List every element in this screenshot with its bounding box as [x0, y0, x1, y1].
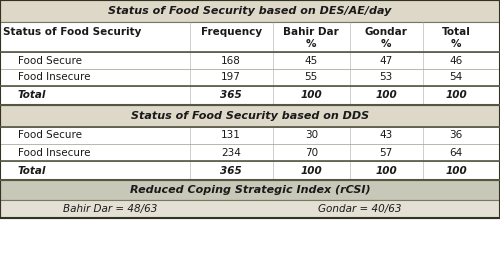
Text: 100: 100 [376, 166, 397, 176]
Text: 70: 70 [304, 147, 318, 157]
Text: 47: 47 [380, 55, 393, 66]
Bar [0, 0, 500, 22]
Text: 365: 365 [220, 166, 242, 176]
Text: Total: Total [18, 166, 46, 176]
Text: 54: 54 [450, 73, 463, 83]
Bar [0, 69, 500, 86]
Text: 55: 55 [304, 73, 318, 83]
Text: 57: 57 [380, 147, 393, 157]
Bar [0, 0, 500, 218]
Text: 100: 100 [300, 90, 322, 100]
Text: 168: 168 [222, 55, 241, 66]
Bar [0, 52, 500, 69]
Text: 53: 53 [380, 73, 393, 83]
Text: Food Insecure: Food Insecure [18, 73, 90, 83]
Text: 365: 365 [220, 90, 242, 100]
Text: 30: 30 [304, 131, 318, 140]
Text: Food Insecure: Food Insecure [18, 147, 90, 157]
Text: 100: 100 [446, 90, 467, 100]
Text: %: % [451, 39, 462, 49]
Text: Food Secure: Food Secure [18, 55, 82, 66]
Text: %: % [306, 39, 316, 49]
Text: 64: 64 [450, 147, 463, 157]
Text: 46: 46 [450, 55, 463, 66]
Text: 45: 45 [304, 55, 318, 66]
Text: 100: 100 [300, 166, 322, 176]
Text: Status of Food Security: Status of Food Security [3, 27, 141, 37]
Text: 234: 234 [222, 147, 241, 157]
Bar [0, 22, 500, 52]
Bar [0, 86, 500, 105]
Text: 100: 100 [376, 90, 397, 100]
Text: 131: 131 [222, 131, 241, 140]
Text: Bahir Dar = 48/63: Bahir Dar = 48/63 [63, 204, 157, 214]
Text: Gondar: Gondar [365, 27, 408, 37]
Text: Total: Total [442, 27, 470, 37]
Bar [0, 144, 500, 161]
Text: Food Secure: Food Secure [18, 131, 82, 140]
Bar [0, 161, 500, 180]
Text: Status of Food Security based on DDS: Status of Food Security based on DDS [131, 111, 369, 121]
Text: Bahir Dar: Bahir Dar [284, 27, 339, 37]
Text: 36: 36 [450, 131, 463, 140]
Bar [0, 180, 500, 200]
Text: Status of Food Security based on DES/AE/day: Status of Food Security based on DES/AE/… [108, 6, 392, 16]
Text: Reduced Coping Strategic Index (rCSI): Reduced Coping Strategic Index (rCSI) [130, 185, 370, 195]
Text: 100: 100 [446, 166, 467, 176]
Bar [0, 200, 500, 218]
Text: Gondar = 40/63: Gondar = 40/63 [318, 204, 402, 214]
Text: 197: 197 [222, 73, 241, 83]
Text: %: % [381, 39, 392, 49]
Bar [0, 127, 500, 144]
Text: 43: 43 [380, 131, 393, 140]
Text: Total: Total [18, 90, 46, 100]
Bar [0, 105, 500, 127]
Text: Frequency: Frequency [200, 27, 262, 37]
